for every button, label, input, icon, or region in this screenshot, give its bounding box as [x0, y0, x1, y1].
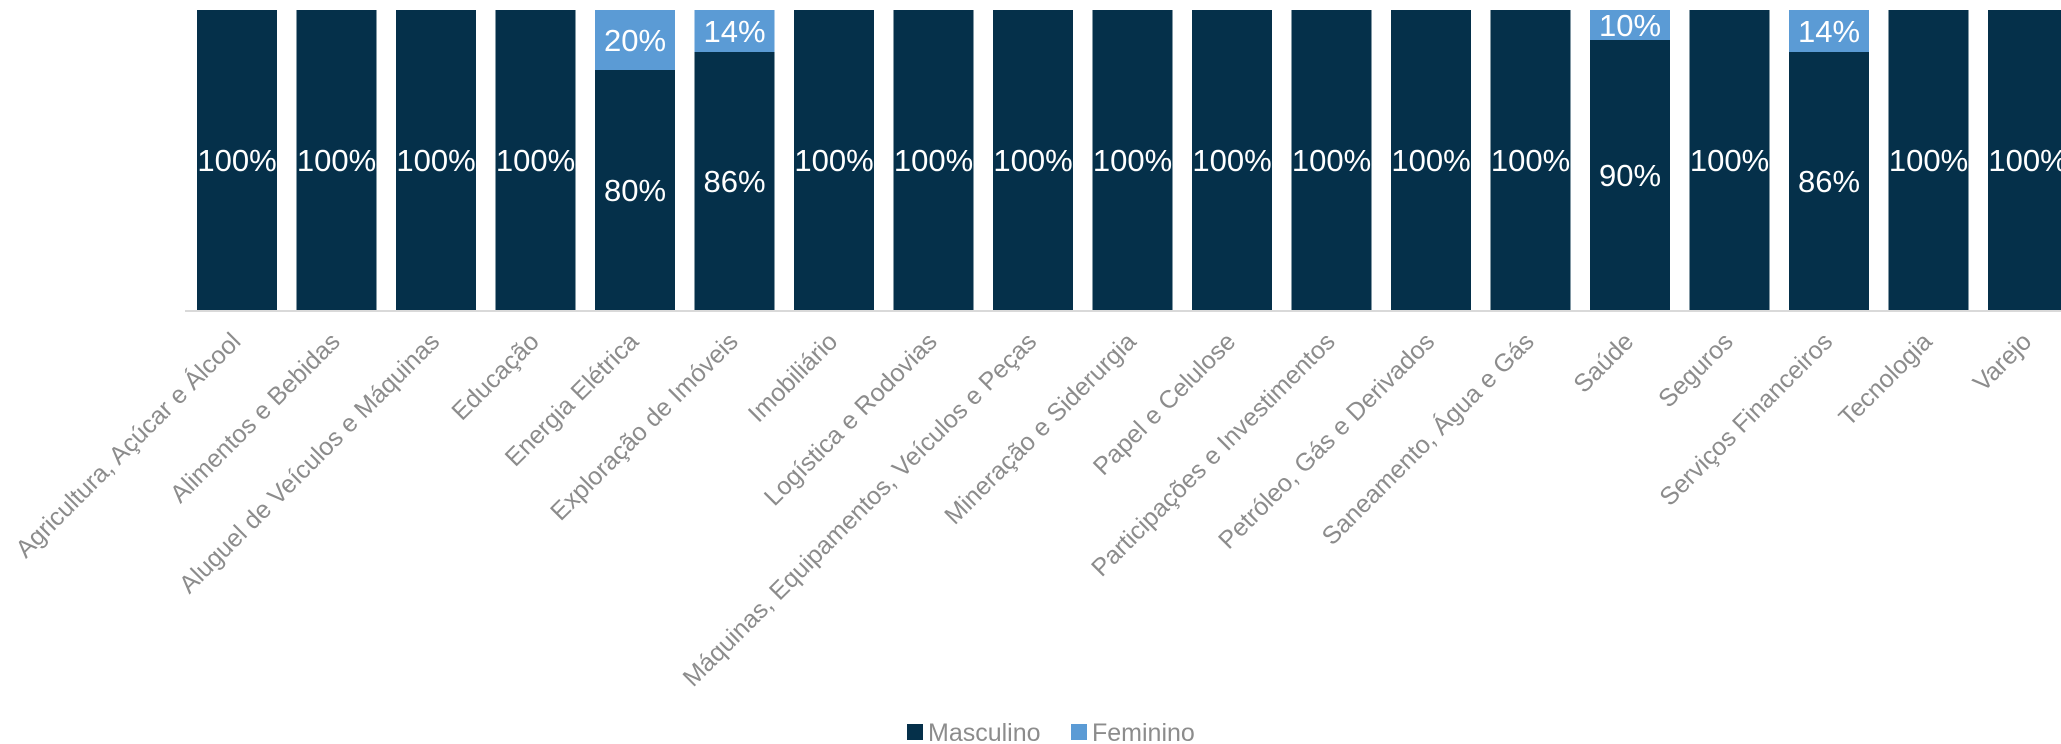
category-label-2: Alimentos e Bebidas	[165, 327, 346, 508]
bar-3-masculino-label: 100%	[396, 143, 475, 178]
category-label-9: Máquinas, Equipamentos, Veículos e Peças	[678, 327, 1043, 692]
bar-6-masculino	[694, 52, 775, 310]
bars-layer: 100% 100% 100% 100% 80% 20% 86% 14% 100% 100% 100%…	[197, 8, 2061, 310]
bar-17-feminino	[1789, 10, 1869, 52]
bar-16-masculino	[1689, 10, 1770, 310]
bar-13-masculino-label: 100%	[1391, 143, 1470, 178]
bar-5-feminino	[595, 10, 675, 70]
legend-label-feminino: Feminino	[1092, 719, 1195, 744]
bar-1-masculino-label: 100%	[197, 143, 276, 178]
bar-19-masculino	[1988, 10, 2061, 310]
bar-15-masculino	[1590, 40, 1670, 310]
category-label-8: Logística e Rodovias	[759, 327, 943, 511]
category-label-19: Varejo	[1968, 327, 2038, 397]
bar-3-masculino	[396, 10, 476, 310]
bar-11-masculino	[1192, 10, 1272, 310]
bar-12-masculino-label: 100%	[1292, 143, 1371, 178]
bar-18-masculino	[1888, 10, 1969, 310]
bar-8-masculino-label: 100%	[894, 143, 973, 178]
category-label-15: Saúde	[1568, 327, 1639, 398]
category-label-7: Imobiliário	[743, 327, 843, 427]
legend: Masculino Feminino	[907, 719, 1195, 744]
bar-15-feminino-label: 10%	[1599, 8, 1661, 43]
bar-7-masculino	[794, 10, 874, 310]
bar-4-masculino	[495, 10, 576, 310]
bar-17-masculino-label: 86%	[1798, 164, 1860, 199]
bar-6-masculino-label: 86%	[703, 164, 765, 199]
category-label-14: Saneamento, Água e Gás	[1316, 327, 1540, 551]
bar-16-masculino-label: 100%	[1690, 143, 1769, 178]
bar-1-masculino	[197, 10, 277, 310]
bar-5-masculino	[595, 70, 675, 310]
bar-11-masculino-label: 100%	[1192, 143, 1271, 178]
bar-12-masculino	[1291, 10, 1372, 310]
bar-4-masculino-label: 100%	[496, 143, 575, 178]
bar-19-masculino-label: 100%	[1988, 143, 2061, 178]
bar-8-masculino	[893, 10, 974, 310]
bar-15-masculino-label: 90%	[1599, 158, 1661, 193]
bar-9-masculino-label: 100%	[993, 143, 1072, 178]
bar-5-masculino-label: 80%	[604, 173, 666, 208]
bar-2-masculino-label: 100%	[297, 143, 376, 178]
bar-10-masculino-label: 100%	[1093, 143, 1172, 178]
bar-6-feminino-label: 14%	[703, 14, 765, 49]
bar-18-masculino-label: 100%	[1889, 143, 1968, 178]
bar-5-feminino-label: 20%	[604, 23, 666, 58]
bar-15-feminino	[1590, 10, 1670, 40]
bar-6-feminino	[694, 10, 775, 52]
category-label-18: Tecnologia	[1833, 327, 1937, 431]
bar-17-masculino	[1789, 52, 1869, 310]
bar-13-masculino	[1391, 10, 1471, 310]
bar-7-masculino-label: 100%	[794, 143, 873, 178]
legend-swatch-masculino	[907, 724, 923, 740]
bar-14-masculino-label: 100%	[1491, 143, 1570, 178]
category-label-10: Mineração e Siderurgia	[939, 327, 1142, 530]
bar-9-masculino	[993, 10, 1073, 310]
category-label-6: Exploração de Imóveis	[545, 327, 744, 526]
bar-14-masculino	[1490, 10, 1571, 310]
category-label-4: Educação	[446, 327, 544, 425]
category-label-17: Serviços Financeiros	[1654, 327, 1838, 511]
legend-swatch-feminino	[1071, 724, 1087, 740]
legend-label-masculino: Masculino	[928, 719, 1041, 744]
category-label-16: Seguros	[1653, 327, 1739, 413]
bar-10-masculino	[1092, 10, 1173, 310]
bar-17-feminino-label: 14%	[1798, 14, 1860, 49]
bar-2-masculino	[296, 10, 377, 310]
